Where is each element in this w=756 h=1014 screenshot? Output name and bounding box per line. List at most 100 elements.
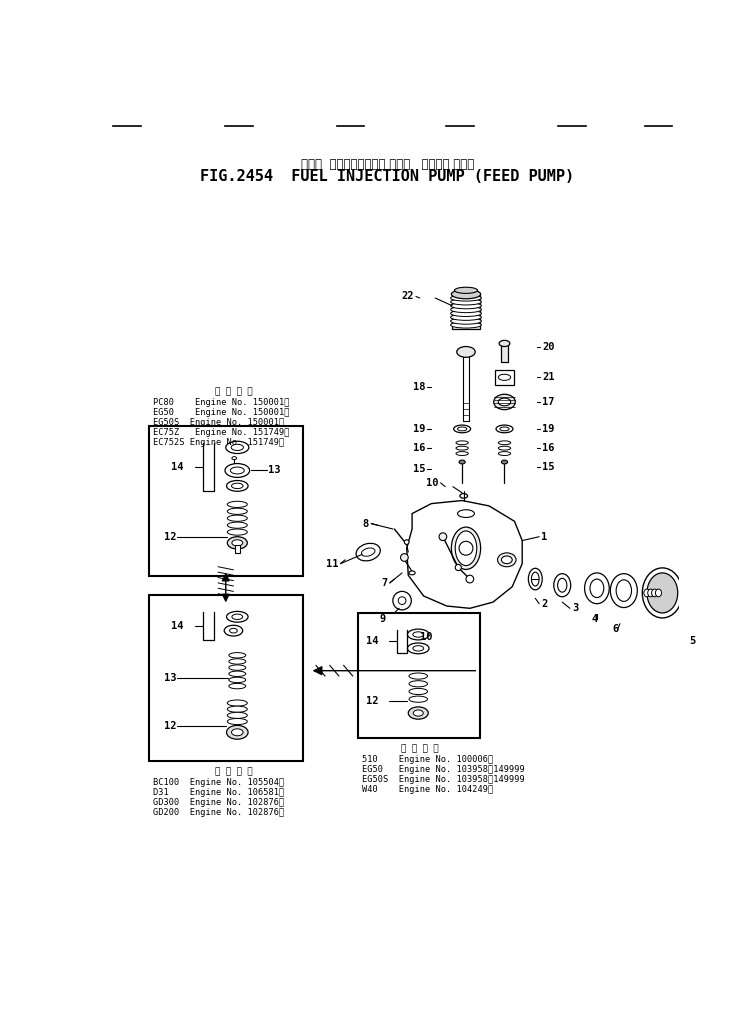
Ellipse shape — [409, 571, 415, 575]
Text: 11: 11 — [326, 559, 338, 569]
Text: D31    Engine No. 106581～: D31 Engine No. 106581～ — [153, 788, 284, 797]
Bar — [463, 352, 469, 421]
Ellipse shape — [228, 706, 247, 712]
Ellipse shape — [225, 463, 249, 478]
Ellipse shape — [553, 574, 571, 597]
Ellipse shape — [356, 544, 380, 561]
Ellipse shape — [407, 629, 429, 640]
Ellipse shape — [228, 515, 247, 521]
Text: EG50S  Engine No. 103958～149999: EG50S Engine No. 103958～149999 — [362, 775, 525, 784]
Ellipse shape — [456, 446, 468, 450]
Ellipse shape — [413, 646, 423, 651]
Circle shape — [466, 575, 474, 583]
Polygon shape — [407, 501, 522, 608]
Text: 18: 18 — [413, 381, 425, 391]
Bar — [495, 370, 514, 385]
Ellipse shape — [413, 632, 423, 637]
Ellipse shape — [228, 508, 247, 514]
Ellipse shape — [361, 548, 375, 557]
Ellipse shape — [498, 399, 510, 406]
Bar — [358, 612, 480, 737]
Ellipse shape — [643, 568, 683, 618]
Ellipse shape — [558, 578, 567, 592]
Ellipse shape — [610, 574, 637, 607]
Ellipse shape — [443, 617, 451, 622]
Text: EC752S Engine No. 151749～: EC752S Engine No. 151749～ — [153, 438, 284, 446]
Text: 20: 20 — [542, 342, 555, 352]
Text: EG50    Engine No. 150001～: EG50 Engine No. 150001～ — [153, 408, 289, 417]
Text: 7: 7 — [381, 578, 387, 588]
Text: EC75Z   Engine No. 151749～: EC75Z Engine No. 151749～ — [153, 428, 289, 437]
Ellipse shape — [457, 427, 466, 431]
Ellipse shape — [229, 665, 246, 670]
Ellipse shape — [498, 446, 510, 450]
Text: 9: 9 — [380, 614, 386, 624]
Ellipse shape — [497, 553, 516, 567]
Ellipse shape — [451, 295, 482, 301]
Text: 10: 10 — [420, 632, 433, 642]
Text: BC100  Engine No. 105504～: BC100 Engine No. 105504～ — [153, 778, 284, 787]
Ellipse shape — [457, 347, 476, 357]
Ellipse shape — [228, 536, 247, 549]
Text: 13: 13 — [164, 673, 177, 683]
Ellipse shape — [228, 712, 247, 719]
Text: 適 用 号 機: 適 用 号 機 — [401, 744, 438, 752]
Ellipse shape — [414, 710, 423, 716]
Ellipse shape — [451, 299, 482, 305]
Ellipse shape — [457, 510, 475, 517]
Ellipse shape — [454, 425, 470, 433]
Ellipse shape — [409, 689, 427, 695]
Ellipse shape — [228, 700, 247, 706]
Ellipse shape — [451, 321, 482, 329]
Ellipse shape — [451, 306, 482, 312]
Ellipse shape — [496, 425, 513, 433]
Text: 1: 1 — [541, 531, 547, 541]
Ellipse shape — [451, 527, 481, 570]
Ellipse shape — [451, 318, 482, 324]
Bar — [500, 345, 508, 362]
Ellipse shape — [231, 444, 243, 450]
Text: 10: 10 — [426, 478, 438, 488]
Ellipse shape — [228, 522, 247, 528]
Ellipse shape — [228, 501, 247, 507]
Text: 16: 16 — [413, 443, 425, 453]
Ellipse shape — [451, 290, 481, 299]
Ellipse shape — [590, 579, 604, 597]
Text: 14: 14 — [171, 461, 184, 472]
Ellipse shape — [409, 673, 427, 679]
Ellipse shape — [501, 556, 513, 564]
Circle shape — [404, 539, 409, 545]
Ellipse shape — [229, 653, 246, 658]
Text: FIG.2454  FUEL INJECTION PUMP (FEED PUMP): FIG.2454 FUEL INJECTION PUMP (FEED PUMP) — [200, 169, 575, 185]
Text: 適 用 号 機: 適 用 号 機 — [215, 767, 253, 776]
Ellipse shape — [225, 626, 243, 636]
Circle shape — [455, 565, 461, 571]
Ellipse shape — [528, 568, 542, 590]
Text: 21: 21 — [542, 372, 555, 382]
Text: EG50S  Engine No. 150001～: EG50S Engine No. 150001～ — [153, 418, 284, 427]
Text: 22: 22 — [401, 291, 414, 301]
Ellipse shape — [500, 427, 509, 431]
Text: 14: 14 — [366, 637, 378, 647]
Text: PC80    Engine No. 150001～: PC80 Engine No. 150001～ — [153, 397, 289, 407]
Ellipse shape — [232, 614, 243, 620]
Text: 12: 12 — [164, 721, 177, 731]
Ellipse shape — [644, 589, 650, 597]
Ellipse shape — [227, 611, 248, 623]
Text: 5: 5 — [689, 636, 696, 646]
Text: 8: 8 — [363, 518, 369, 528]
Text: 19: 19 — [413, 424, 425, 434]
Circle shape — [439, 533, 447, 540]
Text: EG50   Engine No. 103958～149999: EG50 Engine No. 103958～149999 — [362, 765, 525, 774]
Ellipse shape — [455, 531, 477, 566]
Text: 4: 4 — [591, 614, 598, 624]
Text: W40    Engine No. 104249～: W40 Engine No. 104249～ — [362, 785, 493, 794]
Text: 6: 6 — [612, 624, 618, 634]
Ellipse shape — [228, 719, 247, 725]
Ellipse shape — [498, 441, 510, 445]
Ellipse shape — [459, 460, 465, 464]
Ellipse shape — [231, 467, 244, 474]
Text: 510    Engine No. 100006～: 510 Engine No. 100006～ — [362, 754, 493, 764]
Text: 19: 19 — [542, 424, 555, 434]
Bar — [452, 294, 480, 329]
